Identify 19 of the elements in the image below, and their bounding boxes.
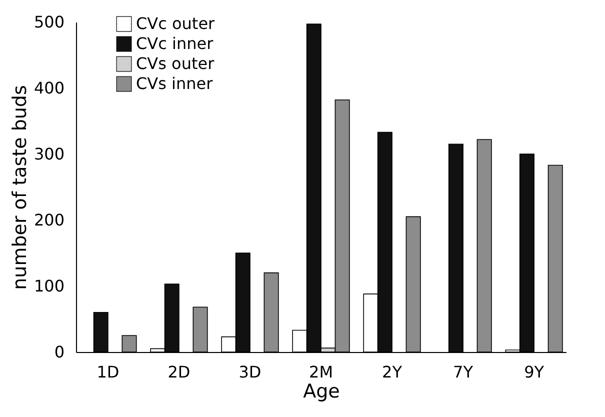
- x-tick-label: 1D: [96, 362, 120, 382]
- x-tick-label: 2Y: [382, 362, 402, 382]
- y-tick-label: 0: [54, 342, 64, 362]
- y-axis-title: number of taste buds: [8, 85, 31, 290]
- x-tick-label: 7Y: [453, 362, 474, 382]
- y-tick-label: 100: [34, 276, 64, 296]
- x-tick-label: 3D: [238, 362, 262, 382]
- y-tick-label: 300: [34, 144, 64, 164]
- y-tick-label: 500: [34, 12, 64, 32]
- legend-label: CVs outer: [136, 54, 215, 73]
- legend-label: CVs inner: [136, 74, 214, 93]
- legend-label: CVc outer: [136, 14, 216, 33]
- legend-label: CVc inner: [136, 34, 214, 53]
- x-tick-label: 9Y: [524, 362, 544, 382]
- x-tick-label: 2D: [168, 362, 190, 382]
- y-tick-label: 200: [34, 210, 64, 230]
- x-axis-title: Age: [303, 380, 340, 402]
- x-tick-label: 2M: [309, 362, 333, 382]
- y-tick-label: 400: [34, 78, 64, 98]
